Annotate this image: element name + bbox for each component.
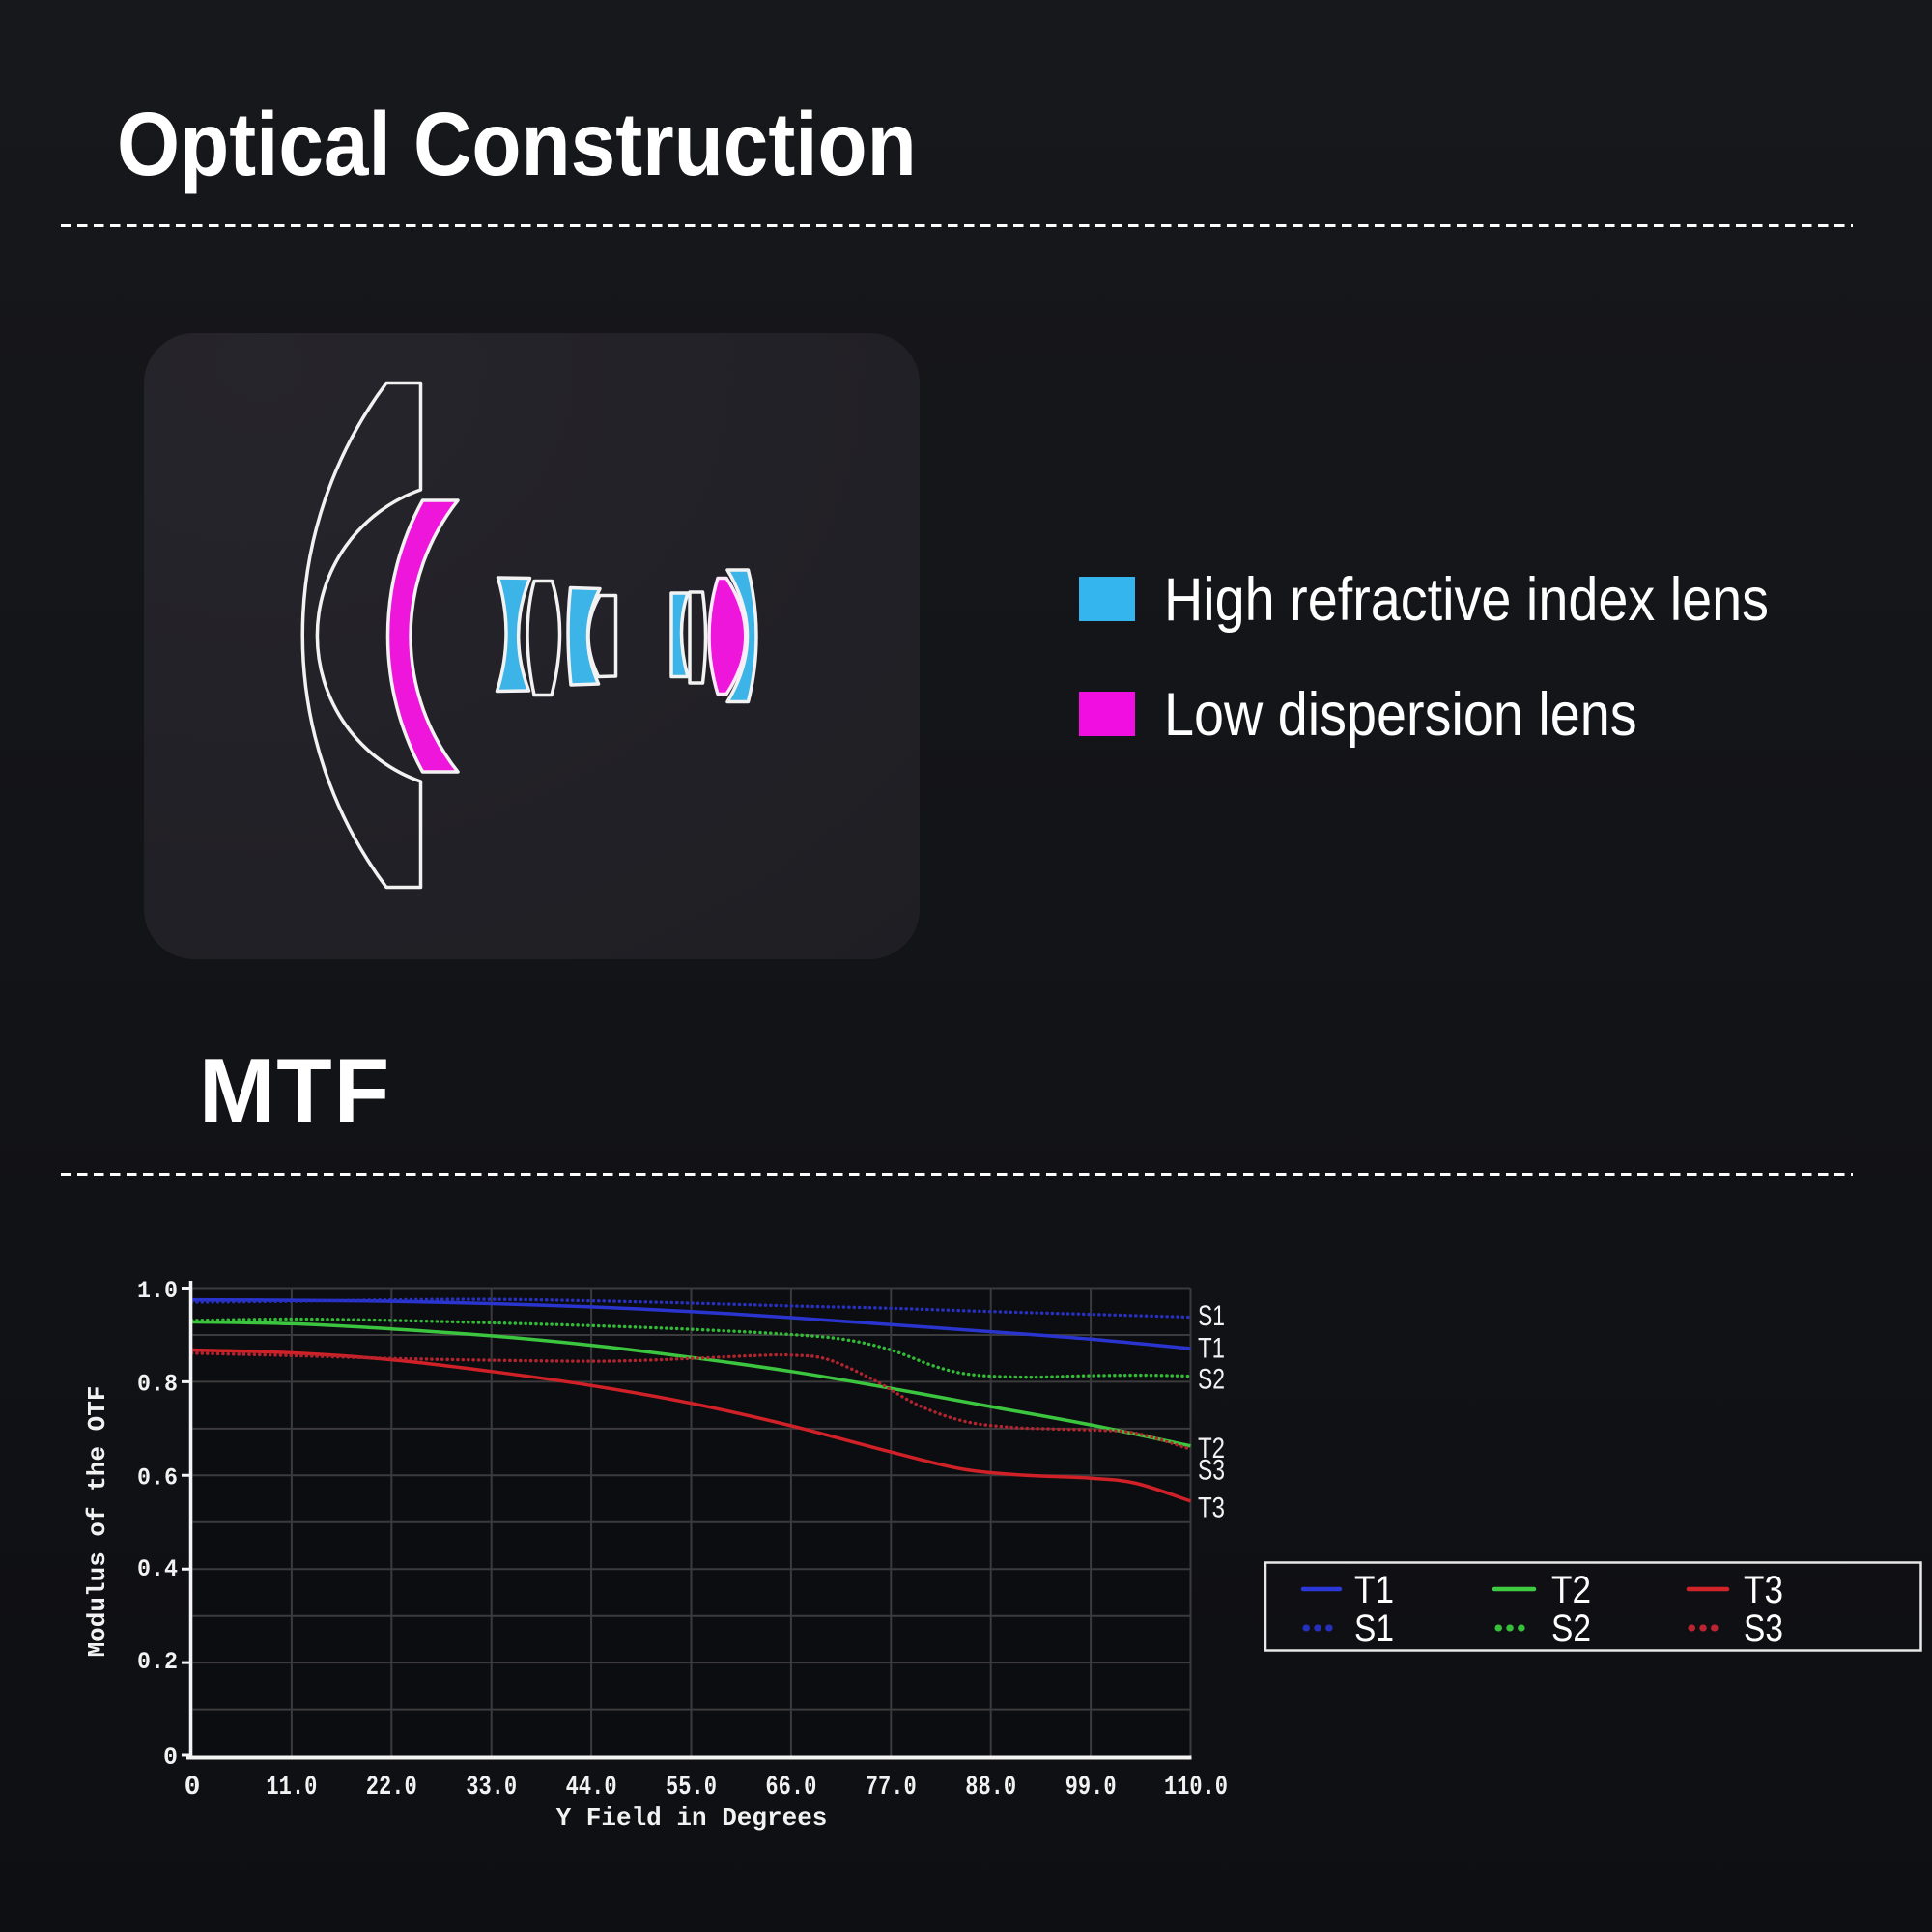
svg-text:Y Field in Degrees: Y Field in Degrees	[556, 1804, 828, 1833]
svg-text:Modulus of the OTF: Modulus of the OTF	[83, 1386, 112, 1658]
svg-text:T3: T3	[1744, 1569, 1783, 1611]
svg-text:88.0: 88.0	[965, 1773, 1016, 1803]
svg-text:T3: T3	[1198, 1492, 1225, 1524]
svg-text:0.2: 0.2	[137, 1648, 178, 1676]
svg-text:T2: T2	[1198, 1433, 1225, 1464]
svg-text:110.0: 110.0	[1164, 1773, 1228, 1803]
svg-text:T2: T2	[1551, 1569, 1591, 1611]
svg-text:S3: S3	[1744, 1607, 1783, 1650]
svg-text:T1: T1	[1198, 1333, 1225, 1365]
svg-text:33.0: 33.0	[466, 1773, 517, 1803]
svg-text:0: 0	[163, 1744, 178, 1772]
svg-text:0.8: 0.8	[137, 1370, 178, 1398]
svg-text:55.0: 55.0	[666, 1773, 717, 1803]
svg-text:77.0: 77.0	[866, 1773, 917, 1803]
svg-text:S2: S2	[1198, 1364, 1225, 1396]
svg-text:S1: S1	[1354, 1607, 1394, 1650]
svg-text:0: 0	[185, 1773, 201, 1803]
svg-text:99.0: 99.0	[1065, 1773, 1117, 1803]
svg-text:1.0: 1.0	[137, 1277, 178, 1305]
svg-text:66.0: 66.0	[765, 1773, 816, 1803]
svg-text:T1: T1	[1354, 1569, 1394, 1611]
svg-text:11.0: 11.0	[266, 1773, 317, 1803]
svg-text:0.4: 0.4	[137, 1555, 178, 1583]
svg-text:S2: S2	[1551, 1607, 1591, 1650]
svg-text:S3: S3	[1198, 1455, 1225, 1487]
svg-text:44.0: 44.0	[566, 1773, 617, 1803]
svg-text:S1: S1	[1198, 1300, 1225, 1332]
svg-text:0.6: 0.6	[137, 1463, 178, 1492]
svg-text:22.0: 22.0	[366, 1773, 417, 1803]
